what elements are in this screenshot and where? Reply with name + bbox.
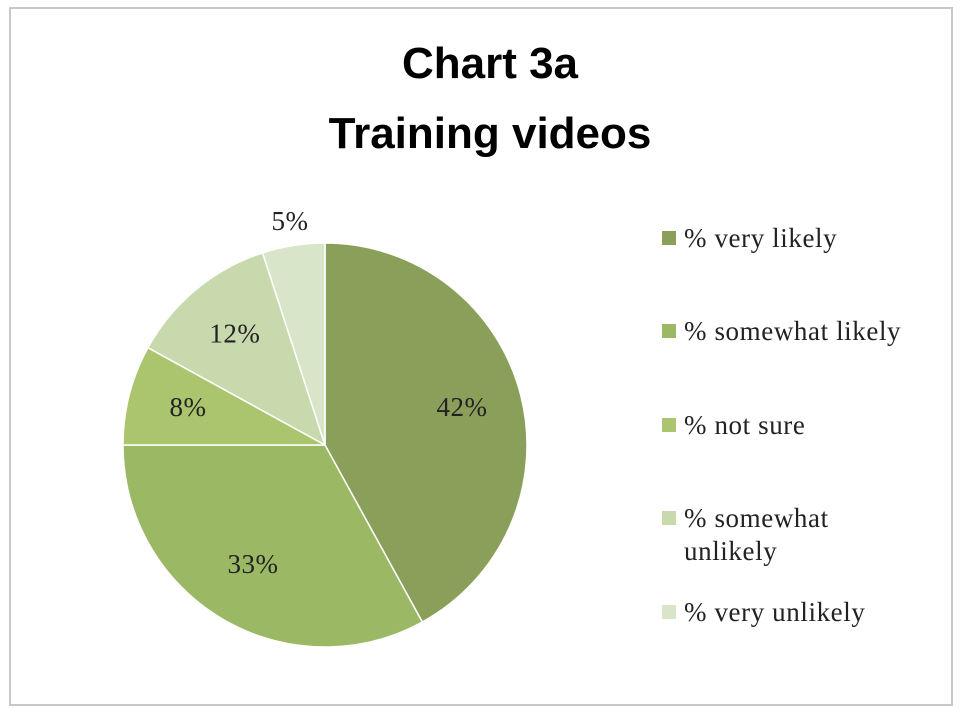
data-label: 5%: [271, 206, 308, 236]
legend-item: % very likely: [662, 222, 912, 255]
legend-item: % somewhat likely: [662, 315, 912, 348]
chart-subtitle: Training videos: [329, 109, 652, 158]
legend-item: % somewhat unlikely: [662, 502, 912, 568]
legend-swatch: [662, 511, 676, 525]
legend-label: % very unlikely: [684, 597, 866, 627]
data-label: 42%: [436, 392, 487, 422]
data-label: 8%: [170, 392, 207, 422]
legend-label: % not sure: [684, 410, 806, 440]
pie-slice: [122, 346, 326, 446]
pie-slice: [122, 444, 424, 648]
legend-item: % very unlikely: [662, 596, 912, 629]
legend-label: % somewhat likely: [684, 316, 902, 346]
legend-swatch: [662, 231, 676, 245]
pie-slice: [146, 251, 327, 447]
pie-slice: [324, 242, 528, 624]
legend-label: % very likely: [684, 223, 838, 253]
legend-item: % not sure: [662, 409, 912, 442]
legend-swatch: [662, 605, 676, 619]
data-label: 33%: [228, 549, 279, 579]
pie-slice: [261, 242, 326, 446]
legend-swatch: [662, 418, 676, 432]
legend-label: % somewhat unlikely: [684, 503, 829, 566]
legend-swatch: [662, 324, 676, 338]
data-label: 12%: [209, 318, 260, 348]
chart-title: Chart 3a: [402, 39, 579, 88]
